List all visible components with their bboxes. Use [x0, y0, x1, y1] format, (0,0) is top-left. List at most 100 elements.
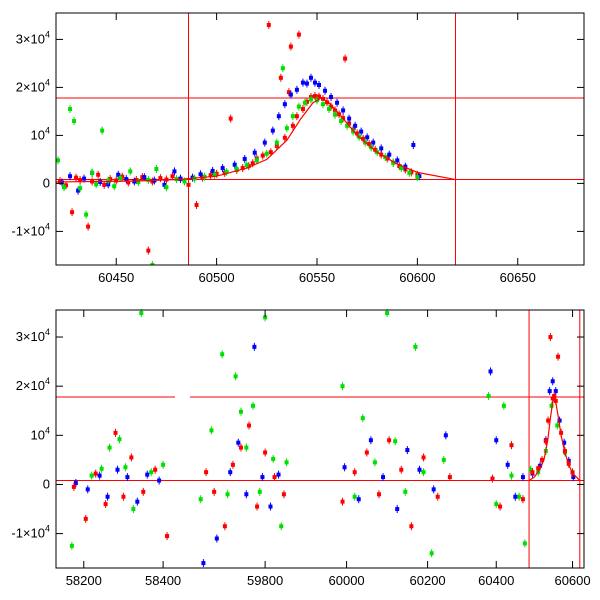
top-point — [182, 179, 187, 184]
bottom-point — [494, 438, 499, 443]
top-point — [158, 176, 163, 181]
top-series — [60, 73, 422, 195]
top-point — [312, 80, 317, 85]
bottom-point — [165, 534, 170, 539]
bottom-point — [536, 466, 541, 471]
top-point — [86, 224, 91, 229]
bottom-point — [372, 460, 377, 465]
top-point — [266, 23, 271, 27]
top-point — [106, 178, 111, 183]
top-point — [140, 175, 145, 180]
bottom-ytick-label: 3×104 — [16, 327, 50, 344]
top-point — [304, 81, 309, 86]
top-point — [296, 32, 301, 37]
top-point — [82, 176, 87, 181]
top-point — [90, 170, 95, 175]
bottom-point — [547, 389, 552, 394]
bottom-point — [501, 403, 506, 408]
bottom-point — [201, 561, 206, 566]
top-point — [76, 188, 81, 193]
bottom-point — [97, 473, 102, 478]
top-point — [399, 166, 404, 171]
top-point — [270, 128, 275, 133]
top-point — [114, 178, 119, 183]
bottom-point — [443, 433, 448, 438]
top-ytick-label: 104 — [31, 125, 50, 142]
bottom-point — [238, 409, 243, 414]
bottom-point — [117, 437, 122, 442]
top-point — [308, 97, 313, 102]
bottom-point — [405, 448, 410, 453]
top-point — [212, 172, 217, 177]
bottom-point — [284, 460, 289, 465]
top-point — [78, 178, 83, 183]
bottom-point — [125, 475, 130, 480]
bottom-point — [417, 467, 422, 472]
bottom-point — [509, 443, 514, 448]
top-point — [154, 167, 159, 171]
top-point — [64, 183, 69, 188]
top-point — [74, 175, 79, 180]
bottom-point — [272, 475, 277, 480]
top-xtick-label: 60550 — [299, 270, 335, 285]
top-point — [300, 107, 305, 111]
bottom-point — [540, 457, 545, 462]
bottom-point — [115, 467, 120, 472]
top-point — [124, 177, 129, 182]
bottom-point — [522, 541, 527, 546]
bottom-point — [517, 494, 522, 499]
bottom-point — [255, 504, 260, 509]
top-point — [126, 180, 131, 185]
bottom-plot-frame — [55, 309, 585, 569]
top-point — [70, 210, 75, 215]
bottom-point — [238, 445, 243, 450]
bottom-point — [214, 536, 219, 541]
top-point — [282, 102, 287, 107]
bottom-point — [212, 489, 217, 494]
top-point — [387, 152, 392, 157]
top-point — [365, 135, 370, 140]
top-point — [68, 107, 73, 111]
bottom-point — [509, 473, 514, 478]
top-panel: 60450 60500 60550 60600 60650 3×104 2×104 104 0 -… — [11, 12, 585, 285]
bottom-point — [99, 466, 104, 471]
bottom-point — [71, 484, 76, 489]
top-point — [246, 164, 251, 169]
top-point — [409, 170, 414, 175]
bottom-point — [157, 478, 162, 483]
top-point — [308, 75, 313, 80]
bottom-point — [257, 489, 262, 494]
top-point — [351, 129, 356, 134]
bottom-point — [129, 455, 134, 460]
top-point — [359, 129, 364, 134]
bottom-point — [340, 499, 345, 504]
top-point — [234, 167, 239, 171]
bottom-point — [225, 492, 230, 497]
top-point — [286, 90, 291, 95]
bottom-point — [553, 389, 558, 394]
top-ytick-label: -1×104 — [11, 221, 50, 238]
top-point — [361, 136, 366, 141]
top-point — [228, 116, 233, 121]
top-ticks: 60450 60500 60550 60600 60650 3×104 2×104 104 0 -… — [11, 13, 584, 285]
bottom-point — [550, 379, 555, 384]
top-point — [72, 119, 77, 123]
top-point — [172, 169, 177, 174]
top-point — [222, 170, 227, 175]
bottom-point — [271, 456, 276, 461]
top-xtick-label: 60500 — [199, 270, 235, 285]
bottom-point — [368, 438, 373, 443]
bottom-point — [395, 507, 400, 512]
bottom-point — [244, 492, 249, 497]
top-point — [118, 176, 123, 181]
top-point — [294, 114, 299, 119]
top-point — [264, 151, 269, 156]
top-point — [379, 146, 384, 151]
bottom-point — [494, 502, 499, 507]
bottom-point — [498, 504, 503, 509]
bottom-point — [230, 462, 235, 467]
top-point — [339, 119, 344, 123]
top-point — [150, 179, 155, 184]
bottom-model-curve — [528, 394, 581, 482]
